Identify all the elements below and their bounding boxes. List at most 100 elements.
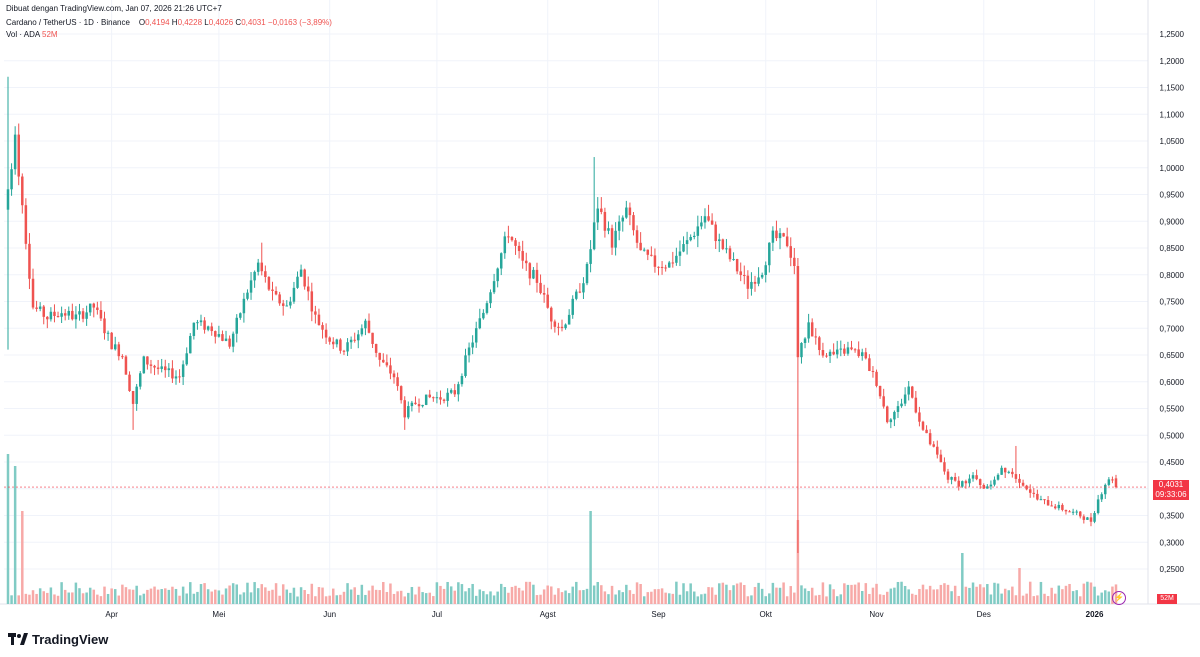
volume-bar (932, 589, 935, 604)
price-tick-label: 0,7000 (1160, 324, 1185, 333)
volume-bar (1043, 593, 1046, 604)
candle-body (968, 478, 971, 484)
volume-bar (621, 592, 625, 604)
volume-bar (357, 594, 360, 604)
candlesticks (6, 76, 1118, 553)
candle-body (199, 320, 203, 323)
volume-bar (399, 590, 403, 604)
volume-bar (585, 588, 589, 604)
candle-body (682, 244, 685, 252)
volume-bar (968, 587, 971, 604)
time-axis[interactable]: Apr Mei Jun Jul Agst Sep Okt Nov Des 2026 (105, 610, 1104, 619)
volume-bar (796, 520, 800, 604)
volume-bar (474, 595, 478, 604)
volume-bar (921, 584, 925, 604)
candle-body (657, 266, 660, 268)
volume-bar (928, 585, 932, 604)
candle-body (328, 337, 331, 342)
candle-body (1021, 482, 1025, 486)
volume-bar (264, 587, 267, 604)
price-tick-label: 0,3500 (1160, 512, 1185, 521)
candle-body (342, 350, 346, 352)
volume-bar (56, 595, 60, 604)
volume-bar (92, 589, 96, 604)
volume-bar (871, 587, 875, 604)
candle-body (853, 349, 857, 351)
volume-bar (782, 582, 785, 604)
candle-body (46, 316, 49, 320)
volume-bar (353, 587, 356, 604)
candle-body (757, 277, 760, 284)
volume-bar (256, 588, 260, 604)
candle-body (310, 291, 314, 312)
candle-body (181, 364, 185, 377)
candle-body (424, 394, 428, 405)
price-tick-label: 1,1500 (1160, 84, 1185, 93)
tradingview-logo[interactable]: TradingView (8, 631, 108, 647)
volume-bar (206, 589, 210, 604)
volume-bar (675, 581, 678, 604)
volume-bar (1053, 593, 1057, 604)
volume-bar (1046, 596, 1050, 604)
volume-bar (517, 587, 521, 604)
candle-body (256, 262, 260, 272)
candle-body (224, 338, 228, 341)
volume-bar (1061, 589, 1064, 604)
candle-body (88, 303, 92, 313)
candle-body (946, 471, 950, 480)
candle-body (928, 433, 932, 445)
candle-body (1050, 505, 1053, 507)
price-tick-label: 0,5000 (1160, 431, 1185, 440)
volume-bar (696, 596, 700, 604)
lightning-icon[interactable]: ⚡ (1112, 591, 1126, 605)
volume-bar (292, 587, 296, 604)
candle-body (1100, 494, 1103, 500)
candle-body (113, 344, 117, 350)
volume-bar (764, 596, 767, 604)
candle-body (503, 236, 507, 254)
volume-bar (21, 511, 24, 604)
candle-body (85, 312, 88, 319)
volume-bar (746, 596, 750, 604)
volume-label[interactable]: Vol · ADA (6, 30, 40, 39)
volume-bar (253, 582, 256, 604)
volume-bar (510, 586, 514, 604)
volume-bar (907, 589, 910, 604)
volume-bar (660, 588, 664, 604)
volume-bar (281, 584, 285, 604)
volume-bar (464, 591, 467, 604)
volume-bar (414, 594, 417, 604)
candle-body (625, 207, 628, 218)
volume-bar (793, 592, 796, 604)
candle-body (357, 334, 360, 341)
time-tick-label: Jun (323, 610, 336, 619)
volume-bar (789, 586, 792, 604)
symbol-line[interactable]: Cardano / TetherUS · 1D · Binance (6, 18, 130, 27)
volume-bar (49, 587, 53, 604)
volume-bar (539, 594, 542, 604)
volume-bar (718, 583, 721, 604)
volume-bar (1100, 592, 1103, 604)
volume-bar (646, 592, 650, 604)
volume-bar (700, 594, 703, 604)
volume-bar (757, 582, 760, 604)
volume-bar (893, 587, 896, 604)
volume-bar (13, 466, 17, 604)
volume-bar (1007, 590, 1011, 604)
candle-body (750, 281, 753, 289)
volume-bar (607, 594, 610, 604)
candle-body (67, 310, 71, 316)
candle-body (1111, 479, 1114, 481)
candle-body (528, 263, 532, 279)
volume-bar (632, 593, 635, 604)
price-axis[interactable]: 1,2500 1,2000 1,1500 1,1000 1,0500 1,0000 0,95… (1160, 30, 1185, 574)
candle-body (428, 394, 432, 398)
volume-bar (471, 583, 474, 604)
candle-body (321, 325, 324, 330)
candle-body (953, 477, 957, 481)
candle-body (639, 242, 642, 251)
candle-body (117, 344, 121, 357)
low-value: 0,4026 (208, 18, 234, 27)
candle-body (335, 339, 339, 345)
